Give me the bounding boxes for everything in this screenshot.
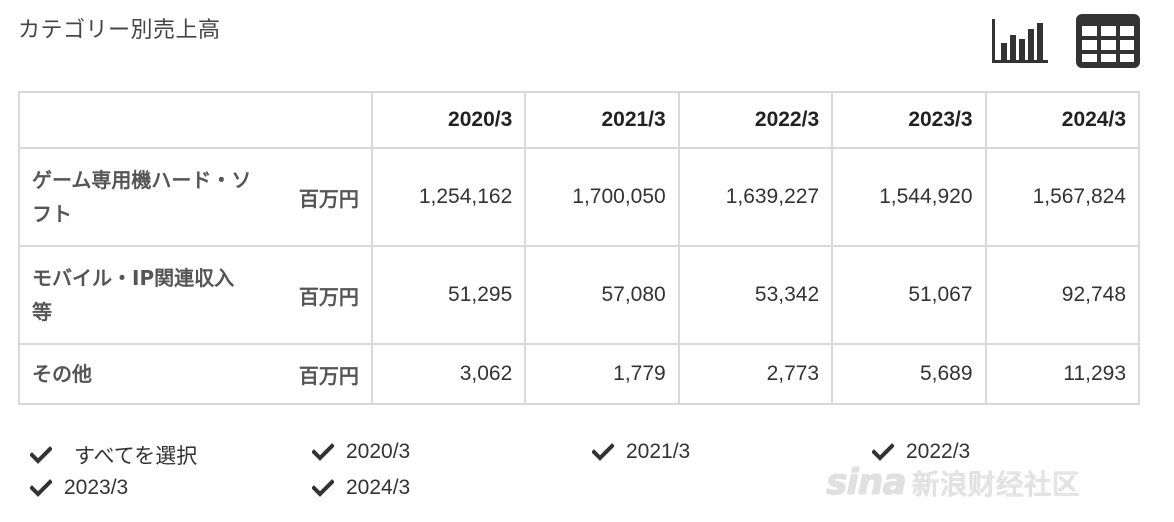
table-row: その他 百万円 3,062 1,779 2,773 5,689 11,293	[18, 343, 1141, 405]
value-cell: 5,689	[831, 343, 987, 405]
year-filter-list: すべてを選択 2020/3 2021/3 2022/3 2023/3 2024/…	[30, 436, 1150, 516]
column-header: 2023/3	[831, 91, 987, 149]
column-header: 2020/3	[370, 91, 527, 149]
sales-table: 2020/3 2021/3 2022/3 2023/3 2024/3 ゲーム専用…	[18, 91, 1141, 405]
category-name: その他	[32, 362, 92, 386]
unit-label: 百万円	[298, 363, 359, 388]
value-cell: 11,293	[984, 343, 1141, 405]
section-title: カテゴリー別売上高	[18, 18, 221, 43]
filter-2024-3[interactable]: 2024/3	[312, 476, 410, 500]
value-cell: 1,544,920	[831, 147, 987, 247]
filter-select-all[interactable]: すべてを選択	[30, 440, 197, 470]
table-header-row: 2020/3 2021/3 2022/3 2023/3 2024/3	[18, 91, 1141, 149]
table-row: ゲーム専用機ハード・ソフト 百万円 1,254,162 1,700,050 1,…	[18, 147, 1141, 247]
filter-label: 2022/3	[906, 440, 971, 463]
filter-2020-3[interactable]: 2020/3	[312, 440, 410, 464]
value-cell: 1,639,227	[677, 147, 834, 247]
value-cell: 53,342	[677, 245, 834, 345]
category-name: モバイル・IP関連収入等	[32, 266, 235, 324]
value-cell: 1,700,050	[524, 147, 680, 247]
filter-2023-3[interactable]: 2023/3	[30, 476, 128, 500]
checkmark-icon	[872, 443, 894, 461]
row-label-cell: ゲーム専用機ハード・ソフト 百万円	[18, 147, 373, 247]
row-label-cell: モバイル・IP関連収入等 百万円	[18, 245, 373, 345]
value-cell: 3,062	[370, 343, 527, 405]
filter-label: 2021/3	[626, 440, 691, 463]
column-header: 2022/3	[677, 91, 834, 149]
checkmark-icon	[592, 443, 614, 461]
view-toggle	[990, 14, 1140, 68]
checkmark-icon	[312, 479, 334, 497]
checkmark-icon	[30, 479, 52, 497]
unit-label: 百万円	[298, 284, 359, 309]
checkmark-icon	[312, 443, 334, 461]
value-cell: 1,779	[524, 343, 680, 405]
value-cell: 2,773	[677, 343, 834, 405]
bar-chart-icon[interactable]	[990, 17, 1050, 65]
table-row: モバイル・IP関連収入等 百万円 51,295 57,080 53,342 51…	[18, 245, 1141, 345]
column-header: 2024/3	[984, 91, 1141, 149]
watermark-text: 新浪财经社区	[911, 467, 1080, 501]
filter-label: 2023/3	[64, 476, 129, 499]
sina-logo: sina	[826, 462, 907, 503]
corner-cell	[18, 91, 373, 149]
filter-label: 2020/3	[346, 440, 411, 463]
watermark: sina 新浪财经社区	[826, 462, 1080, 503]
filter-2021-3[interactable]: 2021/3	[592, 440, 690, 464]
row-label-cell: その他 百万円	[18, 343, 373, 405]
filter-label: すべてを選択	[74, 444, 198, 468]
unit-label: 百万円	[298, 186, 359, 211]
value-cell: 57,080	[524, 245, 680, 345]
column-header: 2021/3	[524, 91, 680, 149]
category-name: ゲーム専用機ハード・ソフト	[32, 168, 252, 226]
filter-label: 2024/3	[346, 476, 411, 499]
checkmark-icon	[30, 446, 52, 464]
value-cell: 1,567,824	[984, 147, 1141, 247]
value-cell: 1,254,162	[370, 147, 527, 247]
value-cell: 51,295	[370, 245, 527, 345]
table-grid-icon[interactable]	[1076, 14, 1140, 68]
value-cell: 51,067	[831, 245, 987, 345]
filter-2022-3[interactable]: 2022/3	[872, 440, 970, 464]
value-cell: 92,748	[984, 245, 1141, 345]
